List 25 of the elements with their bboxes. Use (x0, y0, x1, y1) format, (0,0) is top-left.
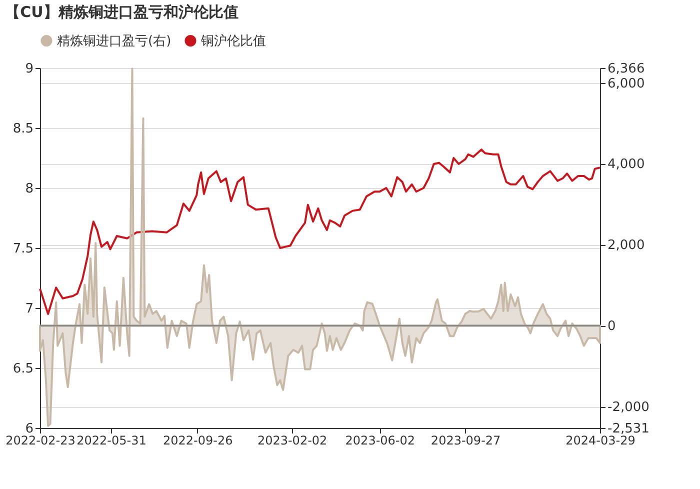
x-tick-label: 2023-09-27 (430, 434, 501, 448)
y2-tick-label: 6,000 (608, 76, 645, 92)
x-tick-label: 2022-09-26 (163, 434, 233, 448)
y-tick-label: 6 (25, 422, 34, 436)
x-tick-label: 2024-03-29 (566, 434, 636, 448)
y2-tick-label: 2,000 (608, 238, 645, 254)
x-tick-label: 2022-05-31 (76, 434, 146, 448)
legend-label: 铜沪伦比值 (200, 32, 266, 49)
line-series (39, 148, 601, 315)
x-tick-label: 2023-06-02 (345, 434, 416, 448)
legend-label: 精炼铜进口盈亏(右) (57, 34, 172, 49)
y2-tick-label: 4,000 (608, 157, 645, 172)
y-tick-label: 8.5 (12, 122, 34, 136)
y-tick-label: 9 (25, 62, 34, 76)
y-tick-label: 7.5 (12, 242, 34, 256)
y2-tick-label: 0 (608, 319, 616, 334)
y2-tick-label: -2,000 (608, 400, 650, 416)
x-tick-label: 2023-02-02 (257, 434, 328, 448)
y2-tick-label: 6,366 (608, 62, 645, 76)
y-tick-label: 6.5 (12, 362, 34, 376)
y2-tick-label: -2,531 (608, 422, 650, 436)
chart-title: 【CU】精炼铜进口盈亏和沪伦比值 (5, 3, 238, 21)
x-tick-label: 2022-02-23 (6, 434, 76, 448)
y-tick-label: 8 (25, 182, 34, 196)
y-tick-label: 7 (25, 302, 34, 316)
